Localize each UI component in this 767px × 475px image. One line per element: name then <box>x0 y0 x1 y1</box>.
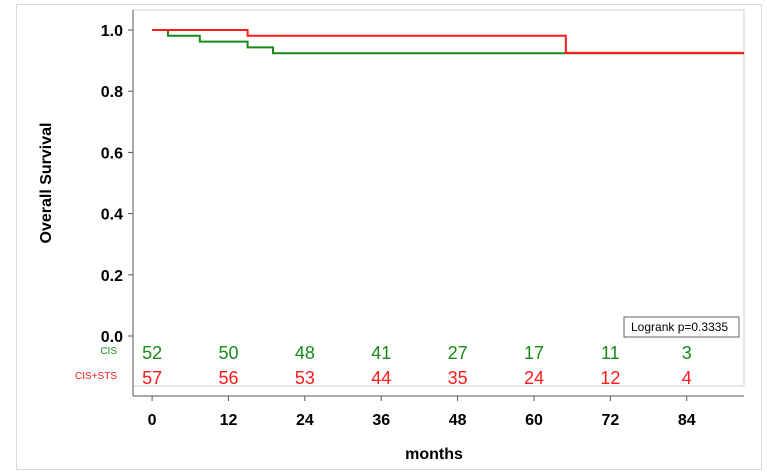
at-risk-count: 11 <box>601 343 620 363</box>
survival-curve-cis <box>152 29 744 55</box>
x-tick-label: 0 <box>148 412 157 429</box>
survival-curve-cis-sts <box>152 29 744 54</box>
at-risk-count: 52 <box>142 343 162 363</box>
at-risk-count: 4 <box>682 368 692 388</box>
at-risk-count: 35 <box>448 368 468 388</box>
logrank-box-border <box>623 316 740 338</box>
at-risk-table: CIS 52 50 48 41 27 17 11 3 CIS+STS 57 56 53 44 35 24 12 4 <box>75 343 692 388</box>
x-axis-title: months <box>405 446 463 463</box>
x-tick-label: 24 <box>296 412 314 429</box>
y-tick-label: 0.2 <box>101 268 123 285</box>
x-tick-label: 12 <box>220 412 238 429</box>
y-tick-label: 1.0 <box>101 23 123 40</box>
at-risk-row-label: CIS+STS <box>75 371 117 382</box>
axes <box>132 9 745 397</box>
y-ticks: 0.0 0.2 0.4 0.6 0.8 1.0 <box>101 23 133 346</box>
at-risk-count: 44 <box>371 368 391 388</box>
at-risk-count: 24 <box>524 368 544 388</box>
at-risk-row-label: CIS <box>100 346 117 357</box>
at-risk-count: 56 <box>218 368 238 388</box>
y-tick-label: 0.4 <box>101 207 123 224</box>
x-tick-label: 72 <box>601 412 619 429</box>
at-risk-count: 53 <box>295 368 315 388</box>
at-risk-count: 12 <box>600 368 620 388</box>
chart-frame <box>16 4 762 470</box>
y-tick-label: 0.0 <box>101 329 123 346</box>
x-tick-label: 48 <box>449 412 467 429</box>
logrank-annotation: Logrank p=0.3335 <box>631 320 728 334</box>
at-risk-count: 17 <box>524 343 544 363</box>
y-tick-label: 0.6 <box>101 145 123 162</box>
at-risk-count: 48 <box>295 343 315 363</box>
at-risk-count: 27 <box>448 343 468 363</box>
at-risk-count: 41 <box>371 343 391 363</box>
x-tick-label: 60 <box>525 412 543 429</box>
at-risk-count: 50 <box>218 343 238 363</box>
x-tick-label: 36 <box>372 412 390 429</box>
logrank-box: Logrank p=0.3335 <box>623 316 740 338</box>
y-axis-title: Overall Survival <box>38 123 55 244</box>
x-tick-label: 84 <box>678 412 696 429</box>
at-risk-count: 57 <box>142 368 162 388</box>
at-risk-count: 3 <box>682 343 692 363</box>
x-ticks: 0 12 24 36 48 60 72 84 <box>148 396 696 429</box>
survival-curves <box>152 29 744 55</box>
y-tick-label: 0.8 <box>101 84 123 101</box>
